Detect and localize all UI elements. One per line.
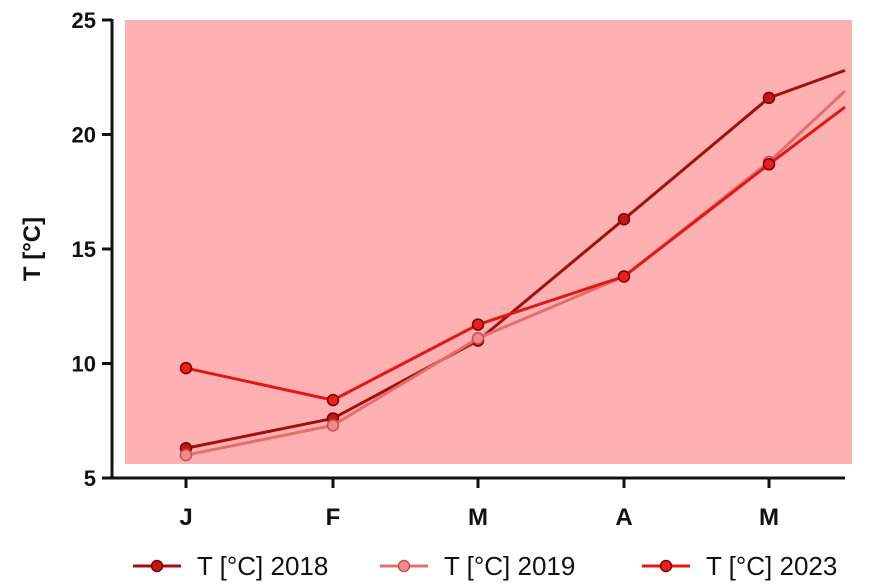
legend-label: T [°C] 2019 [444, 551, 575, 581]
series-line [185, 68, 846, 450]
data-point [179, 448, 193, 462]
legend-marker [150, 559, 164, 573]
data-point [617, 270, 631, 283]
series-line [185, 105, 846, 402]
x-tick-label: F [326, 504, 341, 531]
y-tick-label: 5 [84, 466, 96, 491]
x-tick-label: M [468, 504, 488, 531]
series-line [185, 89, 847, 457]
data-point [179, 361, 193, 375]
legend-item: T [°C] 2023 [642, 551, 837, 581]
x-tick-label: A [615, 504, 632, 531]
data-point [617, 212, 631, 226]
legend-item: T [°C] 2018 [133, 551, 328, 581]
data-point [471, 318, 485, 331]
legend: T [°C] 2018 T [°C] 2019 T [°C] 2023 [133, 551, 837, 581]
legend-label: T [°C] 2023 [706, 551, 837, 581]
data-point [326, 393, 340, 407]
x-tick-label: M [759, 504, 779, 531]
legend-label: T [°C] 2018 [197, 551, 328, 581]
series-layer [179, 68, 847, 462]
y-axis: 5 10 15 20 25 [72, 8, 114, 491]
data-point [762, 158, 776, 171]
plot-background [125, 20, 852, 464]
x-tick-label: J [179, 504, 192, 531]
data-point [762, 91, 776, 105]
series-2 [179, 105, 846, 407]
legend-marker [659, 559, 673, 573]
y-axis-title: T [°C] [19, 217, 46, 281]
legend-marker [397, 559, 411, 573]
data-point [471, 332, 485, 345]
data-point [326, 419, 340, 432]
legend-item: T [°C] 2019 [380, 551, 575, 581]
y-tick-label: 20 [72, 123, 96, 148]
y-tick-label: 25 [72, 8, 96, 33]
y-tick-label: 10 [72, 352, 96, 377]
y-tick-label: 15 [72, 237, 96, 262]
